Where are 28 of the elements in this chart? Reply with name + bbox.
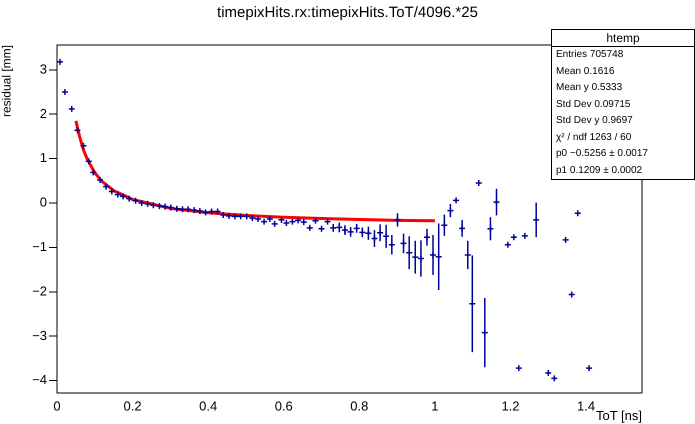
x-tick-label: 0.6: [274, 398, 293, 414]
y-tick-label: 2: [40, 106, 47, 121]
x-axis-title: ToT [ns]: [596, 408, 642, 423]
annotation: Entries 705748: [555, 48, 624, 62]
annotation: Std Dev 0.09715: [555, 98, 632, 112]
y-tick-label: −1: [32, 238, 47, 254]
chart-title: timepixHits.rx:timepixHits.ToT/4096.*25: [216, 4, 479, 21]
x-tick-label: 0.8: [350, 398, 368, 414]
x-tick-label: 1: [431, 398, 439, 414]
annotation: htemp: [552, 30, 694, 47]
y-tick-label: −2: [32, 283, 47, 298]
annotation: χ² / ndf 1263 / 60: [555, 130, 632, 144]
x-tick-label: 1.2: [501, 398, 520, 414]
annotation: p0 −0.5256 ± 0.0017: [555, 147, 649, 161]
y-tick-label: −3: [32, 328, 47, 343]
x-tick-label: 1.4: [577, 398, 596, 414]
annotation: Std Dev y 0.9697: [555, 114, 634, 128]
x-tick-label: 0.2: [124, 398, 142, 414]
x-tick-label: 0.4: [199, 398, 218, 414]
y-tick-label: 1: [40, 150, 47, 166]
annotation: p1 0.1209 ± 0.0002: [555, 164, 644, 178]
annotation: Mean 0.1616: [555, 64, 616, 78]
y-tick-label: 0: [40, 194, 47, 210]
y-tick-label: −4: [32, 372, 47, 388]
y-axis-title: residual [mm]: [0, 45, 14, 118]
x-tick-label: 0: [53, 398, 61, 414]
annotation: Mean y 0.5333: [555, 81, 624, 95]
y-tick-label: 3: [40, 61, 47, 76]
